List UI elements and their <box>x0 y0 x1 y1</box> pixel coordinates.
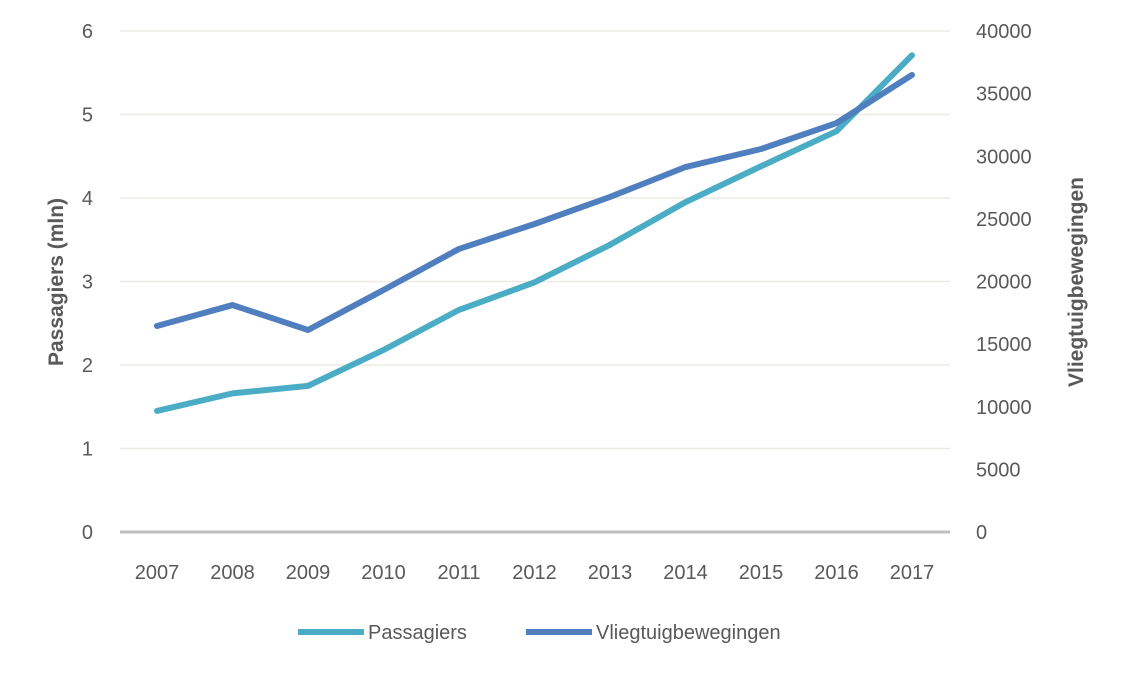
x-tick-label: 2014 <box>663 562 708 584</box>
right-tick-label: 30000 <box>976 146 1032 168</box>
right-tick-label: 35000 <box>976 84 1032 106</box>
x-tick-label: 2009 <box>286 562 331 584</box>
right-tick-label: 40000 <box>976 21 1032 43</box>
right-tick-label: 5000 <box>976 459 1021 481</box>
legend-label: Passagiers <box>368 622 467 644</box>
legend-label: Vliegtuigbewegingen <box>596 622 781 644</box>
series-lines <box>157 55 912 411</box>
x-tick-label: 2015 <box>739 562 784 584</box>
right-tick-label: 25000 <box>976 209 1032 231</box>
x-tick-label: 2013 <box>588 562 633 584</box>
x-axis-ticks: 2007 2008 2009 2010 2011 2012 2013 2014 2015 2016… <box>135 562 935 584</box>
series-line-passagiers <box>157 55 912 411</box>
legend: Passagiers Vliegtuigbewegingen <box>298 622 781 644</box>
left-tick-label: 4 <box>82 188 93 210</box>
x-tick-label: 2007 <box>135 562 180 584</box>
x-tick-label: 2011 <box>437 562 480 584</box>
left-tick-label: 1 <box>82 439 93 461</box>
left-tick-label: 2 <box>82 355 93 377</box>
right-tick-label: 0 <box>976 522 987 544</box>
left-axis-ticks: 0 1 2 3 4 5 6 <box>82 21 93 544</box>
x-tick-label: 2017 <box>890 562 935 584</box>
right-tick-label: 20000 <box>976 272 1032 294</box>
left-tick-label: 0 <box>82 522 93 544</box>
right-tick-label: 10000 <box>976 397 1032 419</box>
right-axis-label: Vliegtuigbewegingen <box>1065 177 1088 387</box>
x-tick-label: 2016 <box>814 562 859 584</box>
x-tick-label: 2012 <box>512 562 557 584</box>
right-axis-ticks: 0 5000 10000 15000 20000 25000 30000 35000 40000 <box>976 21 1032 544</box>
left-axis-label: Passagiers (mln) <box>45 198 68 366</box>
x-tick-label: 2008 <box>210 562 255 584</box>
left-tick-label: 3 <box>82 272 93 294</box>
series-line-vliegtuigbewegingen <box>157 75 912 330</box>
right-tick-label: 15000 <box>976 334 1032 356</box>
left-tick-label: 6 <box>82 21 93 43</box>
left-tick-label: 5 <box>82 105 93 127</box>
x-tick-label: 2010 <box>361 562 406 584</box>
